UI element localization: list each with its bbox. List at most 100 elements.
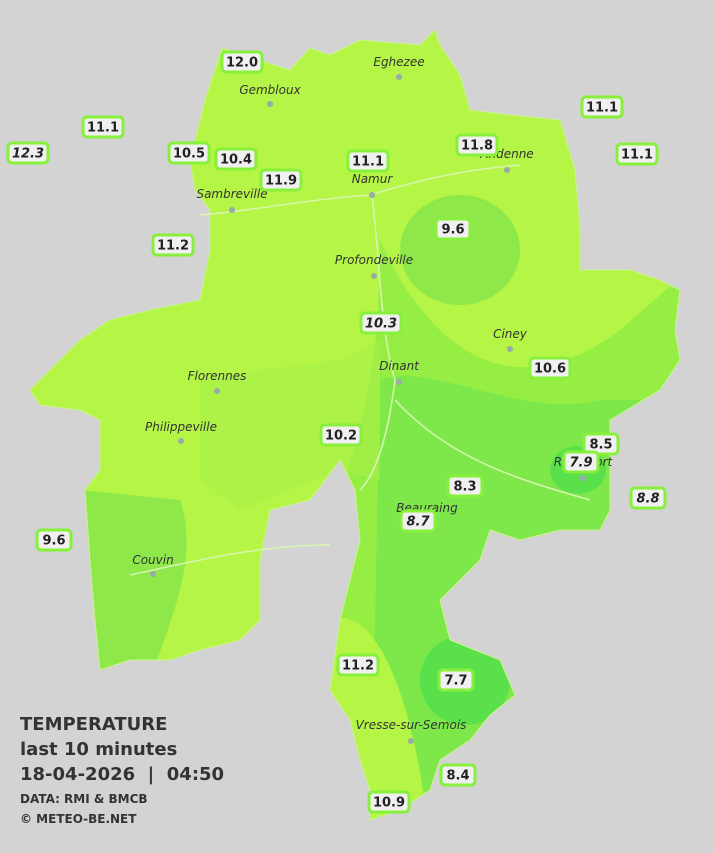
station-box — [629, 486, 667, 510]
station-box — [81, 115, 125, 139]
city-label: Namur — [352, 172, 394, 186]
legend-period: last 10 minutes — [20, 739, 177, 760]
city-dot — [396, 379, 402, 385]
station-box — [6, 141, 50, 165]
station: 9.6 — [434, 217, 472, 241]
station-value: 10.2 — [325, 429, 357, 444]
station-box — [439, 763, 477, 787]
station-value: 11.1 — [352, 155, 384, 170]
station-box — [455, 133, 499, 157]
station: 11.2 — [336, 653, 380, 677]
station-box — [151, 233, 195, 257]
station-value: 8.4 — [446, 769, 469, 784]
station-box — [434, 217, 472, 241]
city-dot — [580, 475, 586, 481]
station: 10.6 — [528, 356, 572, 380]
station-box — [35, 528, 73, 552]
station-box — [367, 790, 411, 814]
city-dot — [504, 167, 510, 173]
station-value: 9.6 — [441, 223, 464, 238]
station: 9.6 — [35, 528, 73, 552]
station-value: 10.5 — [173, 147, 205, 162]
city-label: Eghezee — [373, 55, 424, 69]
city-dot — [408, 738, 414, 744]
station: 11.1 — [346, 149, 390, 173]
station-value: 7.7 — [444, 674, 467, 689]
station-value: 12.0 — [226, 56, 258, 71]
station-box — [562, 450, 600, 474]
station-value: 11.1 — [586, 101, 618, 116]
station-value: 8.3 — [453, 480, 476, 495]
station-box — [615, 142, 659, 166]
city-label: Profondeville — [335, 253, 413, 267]
station: 12.0 — [220, 50, 264, 74]
station: 10.4 — [214, 147, 258, 171]
station-value: 8.7 — [406, 515, 430, 530]
station: 11.9 — [259, 168, 303, 192]
station: 8.8 — [629, 486, 667, 510]
city-dot — [267, 101, 273, 107]
city-label: Vresse-sur-Semois — [356, 718, 467, 732]
station-box — [528, 356, 572, 380]
city-dot — [178, 438, 184, 444]
station: 11.8 — [455, 133, 499, 157]
station: 10.5 — [167, 141, 211, 165]
station: 8.5 — [582, 432, 620, 456]
city-label: Gembloux — [239, 83, 301, 97]
city-label: Sambreville — [196, 187, 267, 201]
station-value: 11.9 — [265, 174, 297, 189]
legend-timestamp: 18-04-2026 | 04:50 — [20, 764, 224, 785]
station-box — [582, 432, 620, 456]
station: 10.3 — [359, 311, 403, 335]
station-box — [336, 653, 380, 677]
station-box — [167, 141, 211, 165]
station: 11.1 — [615, 142, 659, 166]
city-dot — [369, 192, 375, 198]
station-box — [580, 95, 624, 119]
station-value: 9.6 — [42, 534, 65, 549]
city-dot — [507, 346, 513, 352]
city-label: Couvin — [132, 553, 173, 567]
station-box — [214, 147, 258, 171]
station-value: 8.8 — [636, 492, 659, 507]
station: 7.9 — [562, 450, 600, 474]
station-box — [446, 474, 484, 498]
station: 10.2 — [319, 423, 363, 447]
city-dot — [214, 388, 220, 394]
station: 7.7 — [437, 668, 475, 692]
station-value: 11.8 — [461, 139, 493, 154]
city-dot — [371, 273, 377, 279]
city-label: Ciney — [493, 327, 528, 341]
legend-source: DATA: RMI & BMCB — [20, 792, 148, 806]
station-value: 11.1 — [621, 148, 653, 163]
city-label: Dinant — [379, 359, 420, 373]
city-label: Florennes — [188, 369, 247, 383]
station-box — [346, 149, 390, 173]
city-label: Philippeville — [145, 420, 217, 434]
station-box — [220, 50, 264, 74]
station-value: 10.3 — [365, 317, 397, 332]
station: 8.7 — [399, 509, 437, 533]
station: 11.1 — [580, 95, 624, 119]
station: 11.2 — [151, 233, 195, 257]
station: 8.3 — [446, 474, 484, 498]
station-value: 8.5 — [589, 438, 612, 453]
station: 11.1 — [81, 115, 125, 139]
station-box — [319, 423, 363, 447]
city-dot — [396, 74, 402, 80]
station: 12.3 — [6, 141, 50, 165]
station-box — [359, 311, 403, 335]
legend-title: TEMPERATURE — [20, 714, 167, 735]
station-box — [437, 668, 475, 692]
station-value: 10.6 — [534, 362, 566, 377]
station-value: 10.4 — [220, 153, 252, 168]
station: 10.9 — [367, 790, 411, 814]
station-box — [399, 509, 437, 533]
station-value: 10.9 — [373, 796, 405, 811]
station-value: 11.1 — [87, 121, 119, 136]
station-value: 12.3 — [12, 147, 44, 162]
station-value: 7.9 — [569, 456, 592, 471]
station: 8.4 — [439, 763, 477, 787]
city-dot — [150, 571, 156, 577]
